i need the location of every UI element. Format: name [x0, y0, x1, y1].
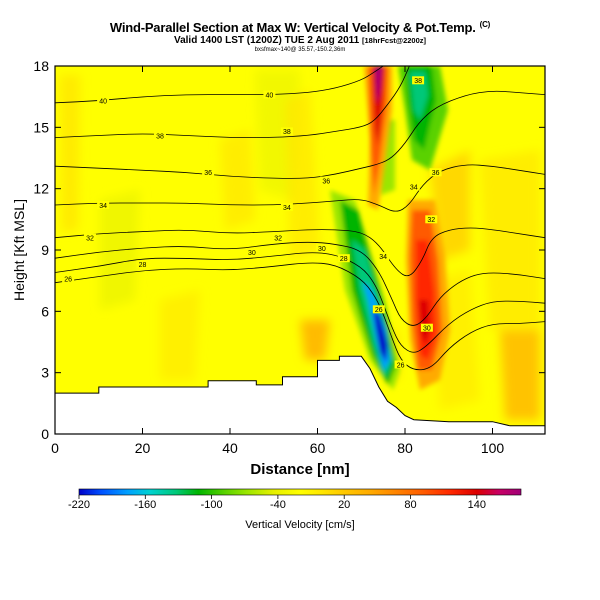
contour-label-bg — [263, 90, 276, 99]
contour-label-bg — [136, 260, 149, 269]
contour-label: 34 — [410, 184, 418, 191]
y-tick-label: 9 — [41, 242, 49, 258]
contour-label: 26 — [397, 362, 405, 369]
contour-label-bg — [280, 127, 293, 136]
y-tick-label: 15 — [33, 119, 49, 135]
x-tick-label: 100 — [481, 440, 505, 456]
contour-label-bg — [407, 182, 420, 191]
theta-contour-36 — [55, 90, 545, 179]
x-tick-label: 80 — [397, 440, 413, 456]
theta-contour-26 — [55, 262, 545, 371]
copyright-mark: (C) — [479, 20, 491, 29]
contour-label-bg — [372, 305, 385, 314]
colorbar — [78, 488, 522, 496]
contour-label: 32 — [274, 236, 282, 243]
y-tick-label: 3 — [41, 365, 49, 381]
colorbar-tick-label: -220 — [68, 499, 90, 511]
contour-label: 34 — [283, 205, 291, 212]
field-downdraft — [330, 66, 448, 390]
contour-label-bg — [84, 233, 96, 242]
contour-label: 32 — [86, 236, 94, 243]
contour-label: 34 — [379, 254, 387, 261]
colorbar-tick-label: -40 — [270, 499, 286, 511]
contour-label: 26 — [64, 276, 72, 283]
contour-label-bg — [429, 168, 442, 177]
contour-label-bg — [320, 176, 333, 185]
colorbar-tick-label: 140 — [468, 499, 486, 511]
contour-label-bg — [202, 168, 215, 177]
contour-label-bg — [377, 252, 390, 261]
contour-label: 36 — [322, 178, 330, 185]
chart-subtitle: Valid 1400 LST (1200Z) TUE 2 Aug 2011 [1… — [0, 35, 600, 46]
contour-label: 30 — [423, 326, 431, 333]
contour-label: 40 — [266, 92, 274, 99]
contour-label: 38 — [414, 78, 422, 85]
contour-label-bg — [154, 131, 166, 140]
y-axis-label: Height [Kft MSL] — [11, 199, 27, 301]
contour-label-bg — [394, 360, 407, 369]
contour-label-bg — [280, 203, 293, 212]
contour-label: 34 — [99, 203, 107, 210]
contour-label: 32 — [427, 217, 435, 224]
chart-title: Wind-Parallel Section at Max W: Vertical… — [0, 20, 600, 35]
contour-label: 36 — [204, 170, 212, 177]
colorbar-tick-label: -160 — [134, 499, 156, 511]
contour-label: 30 — [318, 246, 326, 253]
contour-label: 36 — [432, 170, 440, 177]
contour-label: 28 — [340, 256, 348, 263]
x-tick-label: 60 — [310, 440, 326, 456]
x-tick-label: 40 — [222, 440, 238, 456]
colorbar-tick-label: 20 — [338, 499, 350, 511]
contour-label: 40 — [99, 99, 107, 106]
colorbar-ticks: -220 -160 -100 -40 20 80 140 — [68, 495, 486, 511]
x-tick-label: 0 — [51, 440, 59, 456]
terrain — [54, 355, 546, 435]
contour-label-bg — [97, 201, 110, 209]
forecast-tag: [18hrFcst@2200z] — [362, 36, 427, 45]
colorbar-label: Vertical Velocity [cm/s] — [245, 519, 354, 531]
contour-label: 28 — [139, 262, 147, 269]
y-tick-label: 18 — [33, 58, 49, 74]
contour-label-bg — [337, 254, 350, 263]
contour-label: 30 — [248, 250, 256, 257]
source-line: bxsfmax~140@ 35.57,-150.2,36m — [254, 47, 346, 53]
x-axis-label: Distance [nm] — [250, 461, 349, 478]
title-text: Wind-Parallel Section at Max W: Vertical… — [109, 20, 476, 35]
theta-contour-30 — [55, 241, 545, 326]
theta-contour-32 — [55, 227, 545, 277]
x-axis: 0 20 40 60 80 100 — [51, 66, 504, 456]
contour-label-bg — [425, 215, 438, 224]
colorbar-tick-label: -100 — [201, 499, 223, 511]
contour-label-bg — [412, 76, 425, 85]
contour-label: 38 — [156, 133, 164, 140]
contour-label-bg — [62, 274, 75, 283]
x-tick-label: 20 — [135, 440, 151, 456]
contour-label-bg — [272, 233, 285, 242]
contour-label: 26 — [375, 307, 383, 314]
theta-contour-28 — [55, 252, 545, 353]
y-tick-label: 12 — [33, 181, 49, 197]
theta-contours — [55, 66, 545, 371]
colorbar-tick-label: 80 — [404, 499, 416, 511]
contour-label-bg — [245, 248, 258, 256]
theta-contour-34 — [55, 164, 545, 212]
y-tick-label: 0 — [41, 426, 49, 442]
valid-time: Valid 1400 LST (1200Z) TUE 2 Aug 2011 — [173, 35, 360, 46]
contour-label-bg — [420, 323, 433, 332]
contour-labels: 26 28 30 30 28 32 32 34 34 34 34 32 36 36 36 38 38 38 40 40… — [62, 76, 442, 369]
contour-label: 38 — [283, 129, 291, 136]
contour-label-bg — [97, 96, 110, 105]
theta-contour-38 — [55, 66, 410, 139]
y-tick-label: 6 — [41, 303, 49, 319]
contour-label-bg — [315, 244, 328, 252]
